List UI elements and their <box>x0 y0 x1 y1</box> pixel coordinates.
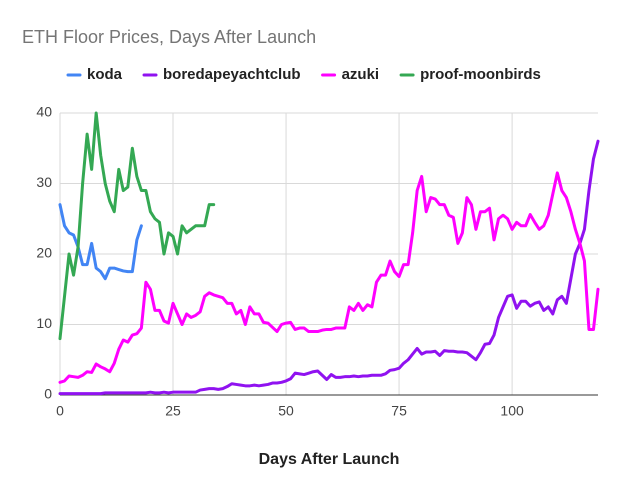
y-tick-label: 0 <box>44 386 52 402</box>
y-tick-label: 40 <box>36 104 52 120</box>
x-axis-label: Days After Launch <box>259 451 400 468</box>
legend-label: proof-moonbirds <box>420 66 541 83</box>
chart-title: ETH Floor Prices, Days After Launch <box>22 27 316 47</box>
series-line <box>58 203 143 281</box>
y-tick-label: 20 <box>36 245 52 261</box>
series-line <box>58 111 216 341</box>
series-line <box>58 139 600 396</box>
y-tick-label: 30 <box>36 174 52 190</box>
x-tick-label: 0 <box>56 403 64 419</box>
legend-label: boredapeyachtclub <box>163 66 301 83</box>
legend-label: azuki <box>342 66 380 83</box>
series-line <box>58 171 600 384</box>
x-tick-label: 75 <box>391 403 407 419</box>
y-tick-label: 10 <box>36 315 52 331</box>
x-tick-label: 100 <box>500 403 524 419</box>
x-tick-label: 25 <box>165 403 181 419</box>
legend-label: koda <box>87 66 123 83</box>
x-tick-label: 50 <box>278 403 294 419</box>
